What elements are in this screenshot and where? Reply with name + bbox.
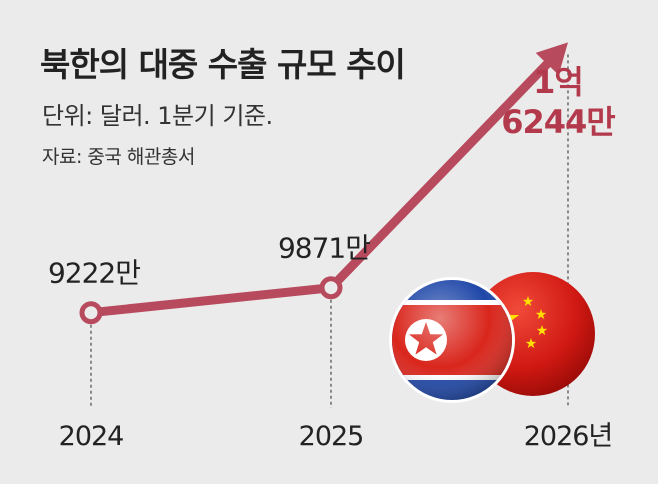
chart-title: 북한의 대중 수출 규모 추이 (40, 45, 406, 84)
series-segment (326, 59, 552, 293)
series-line (86, 42, 568, 318)
chart-unit-note: 단위: 달러. 1분기 기준. (42, 102, 273, 130)
highlight-value-label: 1억 6244만 (478, 62, 638, 142)
x-axis-labels: 2024 2025 2026년 (59, 421, 614, 452)
series-segment (86, 283, 336, 318)
x-tick-label-2026년: 2026년 (524, 421, 613, 452)
north-korea-flag-icon (389, 277, 515, 403)
x-tick-label-2024: 2024 (59, 421, 124, 452)
highlight-value-line-2: 6244만 (501, 103, 616, 141)
x-tick-label-2025: 2025 (299, 421, 364, 452)
data-points (79, 276, 343, 325)
value-labels: 9222만 9871만 (48, 232, 371, 290)
series-arrowhead (535, 42, 568, 76)
value-label-2024: 9222만 (48, 257, 140, 290)
chart-source: 자료: 중국 해관총서 (42, 146, 195, 168)
value-label-2025: 9871만 (278, 232, 370, 265)
data-point-2025 (319, 276, 343, 300)
data-point-2024 (79, 301, 103, 325)
highlight-value-line-1: 1억 (533, 63, 584, 101)
